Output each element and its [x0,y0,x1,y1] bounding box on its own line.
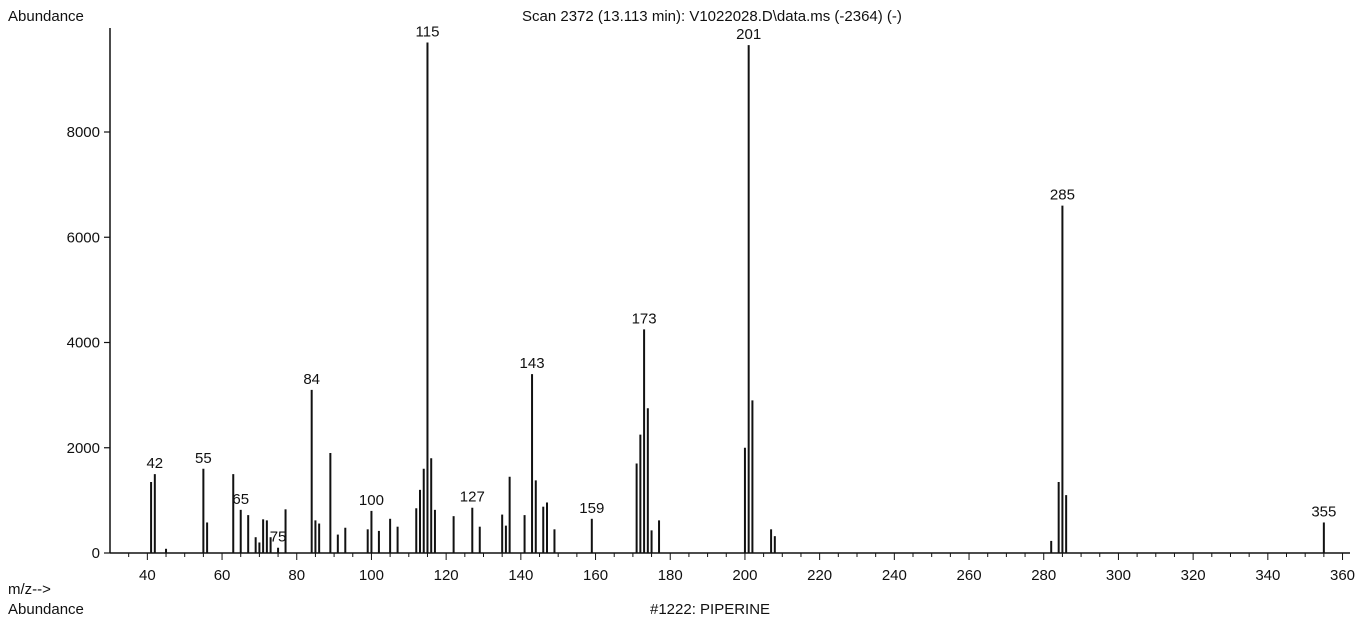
peak-label-100: 100 [359,492,384,509]
header-y-axis-label: Abundance [8,8,84,25]
x-tick-label: 60 [214,567,231,584]
peak-label-355: 355 [1311,503,1336,520]
y-tick-label: 2000 [67,440,100,457]
y-tick-label: 0 [92,545,100,562]
x-tick-label: 40 [139,567,156,584]
x-tick-label: 240 [882,567,907,584]
x-tick-label: 320 [1181,567,1206,584]
peak-label-75: 75 [270,529,287,546]
peak-label-65: 65 [232,491,249,508]
y-tick-label: 8000 [67,124,100,141]
peak-label-143: 143 [520,355,545,372]
x-tick-label: 200 [732,567,757,584]
library-hit-label: #1222: PIPERINE [650,601,770,618]
peak-label-84: 84 [303,371,320,388]
peak-label-201: 201 [736,26,761,43]
x-tick-label: 280 [1031,567,1056,584]
peak-label-115: 115 [416,24,440,41]
spectrum-title: Scan 2372 (13.113 min): V1022028.D\data.… [522,8,902,25]
peak-label-173: 173 [632,310,657,327]
x-tick-label: 100 [359,567,384,584]
peak-label-55: 55 [195,450,212,467]
peak-label-159: 159 [579,500,604,517]
x-tick-label: 300 [1106,567,1131,584]
y-axis-ticks: 0 2000 4000 6000 8000 [67,124,110,562]
axes [109,28,1350,554]
y-tick-label: 4000 [67,335,100,352]
peak-label-42: 42 [146,455,163,472]
x-tick-label: 160 [583,567,608,584]
x-tick-label: 220 [807,567,832,584]
x-axis-ticks: 40 60 80 100 120 140 160 180 200 220 240 260 280 300 3… [128,553,1355,584]
peak-bars [150,42,1325,553]
x-tick-label: 140 [508,567,533,584]
x-tick-label: 120 [434,567,459,584]
x-tick-label: 180 [658,567,683,584]
peak-labels: 42 55 65 75 84 100 115 127 143 159 173 201 285 355 [146,24,1336,546]
x-axis-label: m/z--> [8,581,51,598]
peak-label-285: 285 [1050,187,1075,204]
peak-label-127: 127 [460,489,485,506]
x-tick-label: 360 [1330,567,1355,584]
x-tick-label: 340 [1255,567,1280,584]
x-tick-label: 80 [288,567,305,584]
x-tick-label: 260 [957,567,982,584]
y-tick-label: 6000 [67,229,100,246]
footer-y-axis-label: Abundance [8,601,84,618]
